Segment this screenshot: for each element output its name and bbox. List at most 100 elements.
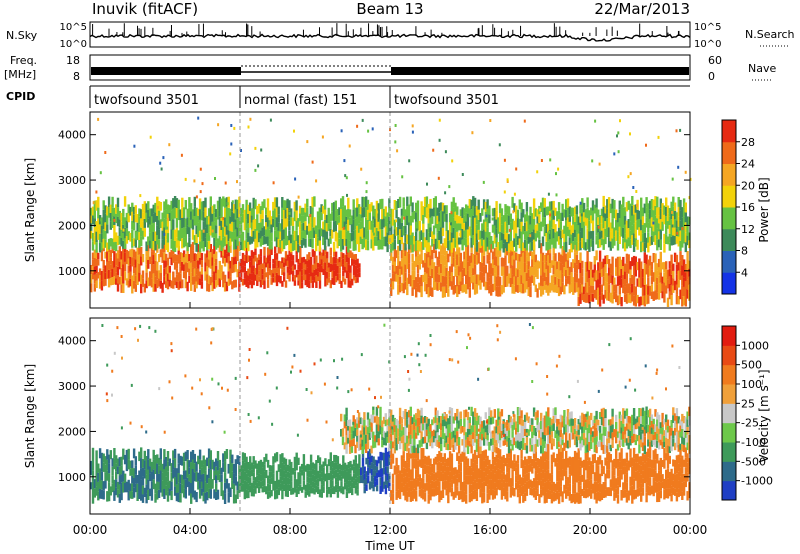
heatmap-cell bbox=[541, 460, 545, 470]
heatmap-cell bbox=[197, 244, 200, 253]
heatmap-cell bbox=[161, 480, 164, 489]
heatmap-cell bbox=[390, 417, 393, 426]
heatmap-cell bbox=[443, 265, 446, 277]
heatmap-cell bbox=[632, 489, 636, 500]
heatmap-cell bbox=[297, 479, 300, 487]
heatmap-cell bbox=[525, 240, 529, 251]
heatmap-cell bbox=[390, 409, 393, 418]
heatmap-cell bbox=[381, 229, 384, 240]
heatmap-cell bbox=[161, 230, 164, 240]
heatmap-point bbox=[437, 176, 440, 180]
heatmap-cell bbox=[398, 261, 402, 269]
heatmap-cell bbox=[354, 207, 357, 219]
heatmap-cell bbox=[200, 201, 204, 211]
heatmap-cell bbox=[274, 260, 277, 269]
heatmap-cell bbox=[504, 244, 507, 256]
heatmap-cell bbox=[231, 256, 234, 265]
heatmap-cell bbox=[345, 426, 348, 436]
heatmap-cell bbox=[459, 281, 462, 291]
heatmap-cell bbox=[511, 431, 514, 438]
heatmap-cell bbox=[256, 475, 259, 482]
heatmap-cell bbox=[322, 237, 325, 246]
heatmap-cell bbox=[677, 471, 680, 481]
heatmap-cell bbox=[493, 435, 496, 444]
heatmap-cell bbox=[206, 266, 209, 275]
heatmap-cell bbox=[565, 278, 568, 287]
heatmap-cell bbox=[470, 467, 473, 476]
heatmap-cell bbox=[604, 255, 607, 265]
heatmap-cell bbox=[432, 429, 436, 436]
heatmap-cell bbox=[191, 242, 195, 251]
freq-tick-bottom: 8 bbox=[73, 70, 80, 83]
heatmap-cell bbox=[486, 208, 489, 219]
heatmap-cell bbox=[238, 217, 241, 228]
heatmap-cell bbox=[677, 197, 680, 207]
heatmap-cell bbox=[272, 218, 275, 228]
heatmap-cell bbox=[209, 489, 212, 499]
heatmap-cell bbox=[195, 216, 198, 226]
heatmap-cell bbox=[425, 456, 429, 466]
heatmap-cell bbox=[348, 217, 352, 226]
heatmap-cell bbox=[359, 229, 362, 237]
heatmap-cell bbox=[342, 470, 345, 479]
heatmap-cell bbox=[627, 219, 630, 229]
heatmap-cell bbox=[422, 232, 425, 242]
heatmap-cell bbox=[534, 490, 537, 500]
heatmap-cell bbox=[650, 199, 654, 209]
heatmap-cell bbox=[473, 489, 477, 499]
heatmap-cell bbox=[104, 213, 107, 223]
heatmap-cell bbox=[622, 238, 625, 249]
heatmap-cell bbox=[675, 294, 679, 305]
heatmap-cell bbox=[282, 229, 286, 240]
heatmap-cell bbox=[522, 431, 525, 438]
heatmap-cell bbox=[338, 273, 341, 279]
heatmap-cell bbox=[556, 269, 559, 278]
heatmap-cell bbox=[441, 219, 445, 228]
heatmap-cell bbox=[472, 490, 475, 500]
heatmap-cell bbox=[102, 268, 105, 278]
heatmap-cell bbox=[308, 490, 311, 497]
heatmap-cell bbox=[440, 202, 443, 211]
heatmap-point bbox=[122, 228, 125, 232]
heatmap-point bbox=[160, 167, 163, 171]
heatmap-cell bbox=[215, 209, 218, 218]
heatmap-cell bbox=[104, 265, 107, 273]
heatmap-cell bbox=[165, 281, 168, 288]
heatmap-cell bbox=[275, 227, 279, 238]
heatmap-cell bbox=[240, 263, 243, 269]
heatmap-cell bbox=[440, 263, 443, 274]
heatmap-cell bbox=[488, 214, 491, 224]
heatmap-point bbox=[313, 227, 316, 231]
heatmap-cell bbox=[157, 254, 161, 263]
heatmap-cell bbox=[250, 250, 254, 258]
heatmap-cell bbox=[538, 458, 541, 468]
heatmap-cell bbox=[638, 456, 641, 465]
heatmap-cell bbox=[536, 480, 539, 489]
heatmap-cell bbox=[618, 452, 621, 462]
heatmap-cell bbox=[397, 489, 400, 498]
heatmap-cell bbox=[577, 260, 580, 270]
heatmap-cell bbox=[209, 469, 212, 480]
heatmap-cell bbox=[443, 238, 446, 247]
heatmap-cell bbox=[504, 427, 507, 434]
heatmap-cell bbox=[552, 265, 555, 275]
heatmap-cell bbox=[365, 471, 368, 478]
heatmap-cell bbox=[240, 485, 243, 492]
heatmap-cell bbox=[682, 225, 686, 235]
heatmap-cell bbox=[568, 456, 571, 466]
heatmap-cell bbox=[161, 212, 164, 222]
heatmap-cell bbox=[607, 267, 611, 276]
heatmap-cell bbox=[602, 239, 605, 250]
heatmap-cell bbox=[656, 453, 659, 464]
heatmap-cell bbox=[220, 489, 223, 497]
heatmap-cell bbox=[597, 296, 600, 305]
heatmap-cell bbox=[432, 225, 436, 235]
heatmap-cell bbox=[520, 275, 523, 285]
heatmap-cell bbox=[538, 437, 541, 446]
heatmap-cell bbox=[156, 215, 159, 226]
heatmap-cell bbox=[606, 291, 609, 301]
heatmap-cell bbox=[191, 459, 195, 469]
heatmap-cell bbox=[398, 240, 402, 251]
heatmap-cell bbox=[452, 276, 455, 286]
heatmap-cell bbox=[343, 213, 346, 222]
